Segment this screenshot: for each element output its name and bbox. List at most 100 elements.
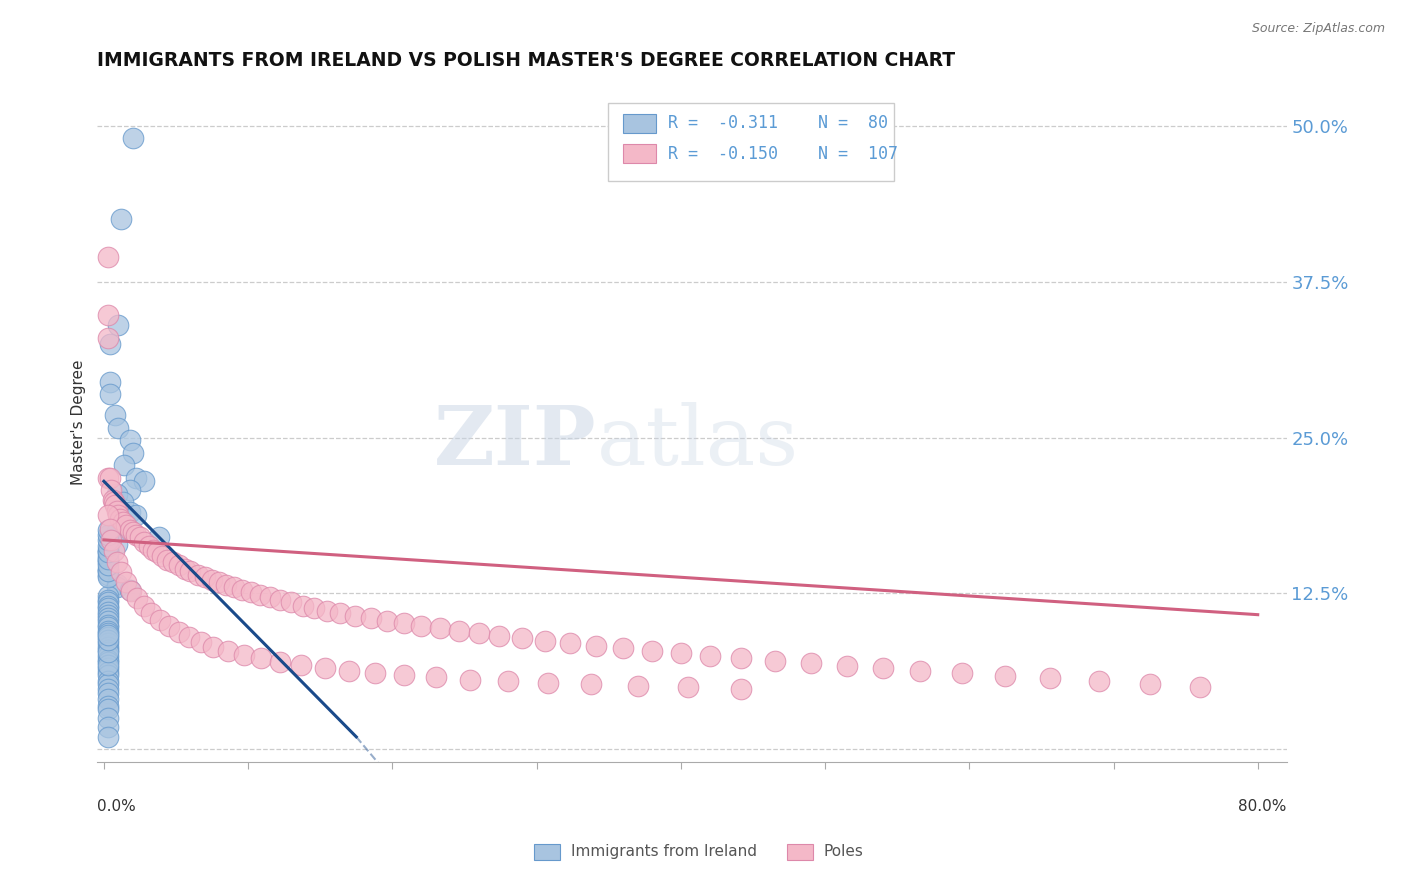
Point [97,558,120,572]
Point [114,517,136,532]
Point [269,655,291,669]
Point [97,657,120,672]
Point [910,664,932,678]
Point [534,633,557,648]
Point [950,666,973,681]
Point [105,536,128,550]
Point [124,508,146,522]
Point [97,545,120,559]
Point [97,648,120,663]
Point [124,470,146,484]
Point [97,607,120,622]
FancyBboxPatch shape [609,103,894,181]
Point [763,654,786,668]
Point [97,667,120,681]
Point [103,495,125,509]
Point [872,661,894,675]
Point [1139,677,1161,691]
Point [97,661,120,675]
Point [392,616,415,631]
Point [1039,671,1062,685]
Point [97,636,120,650]
Point [149,613,172,627]
Point [146,545,169,559]
Point [125,591,148,606]
Point [215,578,238,592]
Point [187,567,209,582]
Point [97,692,120,706]
Point [97,592,120,607]
Point [114,575,136,590]
Point [157,619,180,633]
Point [97,673,120,688]
Point [201,573,224,587]
Point [105,580,128,594]
Point [100,483,122,497]
Point [97,549,120,563]
Point [337,664,360,678]
Text: 0.0%: 0.0% [97,799,135,814]
Text: IMMIGRANTS FROM IRELAND VS POLISH MASTER'S DEGREE CORRELATION CHART: IMMIGRANTS FROM IRELAND VS POLISH MASTER… [97,51,955,70]
Point [103,544,125,558]
Point [375,614,398,628]
Point [105,524,128,538]
Point [97,601,120,615]
Point [97,620,120,634]
Point [496,673,519,688]
Point [97,652,120,666]
Point [105,555,128,569]
Point [304,601,326,615]
Point [97,655,120,669]
Point [97,545,120,559]
Point [835,658,858,673]
Point [316,604,339,618]
Point [118,483,141,497]
Point [111,495,134,509]
Point [118,505,141,519]
Point [98,533,121,547]
Point [329,607,352,621]
Point [97,627,120,641]
Point [97,570,120,584]
Point [142,542,165,557]
Point [141,607,163,621]
Point [429,621,451,635]
Point [488,629,510,643]
Point [104,408,127,422]
Bar [623,113,657,133]
Point [112,458,135,472]
Y-axis label: Master's Degree: Master's Degree [72,359,86,485]
Point [124,528,146,542]
Point [107,420,129,434]
Point [97,567,120,582]
Point [97,250,120,264]
Point [676,680,699,694]
Point [669,646,692,660]
Point [110,212,132,227]
Point [101,493,124,508]
Point [269,592,291,607]
Point [217,644,239,658]
Point [98,470,121,484]
Point [291,599,314,613]
Point [97,553,120,567]
Point [107,508,129,522]
Point [97,599,120,613]
Point [612,641,634,656]
Point [259,591,281,605]
Point [97,642,120,657]
Point [800,657,823,671]
Point [343,608,366,623]
Point [458,673,481,687]
Point [107,318,129,333]
Point [104,498,127,512]
Text: Poles: Poles [824,845,863,859]
Point [162,555,184,569]
Point [360,611,382,625]
Point [111,516,134,530]
Point [364,666,387,681]
Point [97,564,120,578]
Point [97,624,120,638]
Point [411,619,433,633]
Point [190,635,212,649]
